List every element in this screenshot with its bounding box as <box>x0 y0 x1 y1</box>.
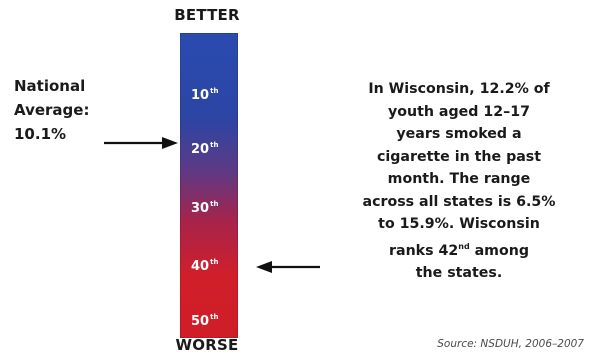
ranking-scale-bar <box>180 33 238 338</box>
description-line: youth aged 12–17 <box>388 103 530 120</box>
rank-40-label: 40th <box>191 258 218 274</box>
rank-50-number: 50 <box>191 314 210 329</box>
description-line: years smoked a <box>396 126 522 142</box>
rank-suffix: nd <box>458 241 470 251</box>
arrow-right-icon <box>104 137 178 149</box>
description-line: In Wisconsin, 12.2% of <box>368 81 550 97</box>
description-rank-line: ranks 42nd among <box>336 236 582 263</box>
rank-10-label: 10th <box>191 87 218 103</box>
rank-10-suffix: th <box>210 87 219 95</box>
rank-40-number: 40 <box>191 259 210 274</box>
scale-bottom-label: WORSE <box>175 336 239 354</box>
source-citation: Source: NSDUH, 2006–2007 <box>437 338 584 350</box>
rank-20-number: 20 <box>191 142 210 157</box>
national-average-value: 10.1% <box>14 125 67 143</box>
description-line: to 15.9%. Wisconsin <box>378 216 540 232</box>
rank-40-suffix: th <box>210 258 219 266</box>
description-line: across all states is 6.5% <box>362 193 556 210</box>
national-average-line2: Average: <box>14 101 90 119</box>
arrow-left-icon <box>256 261 320 273</box>
rank-50-label: 50th <box>191 313 218 329</box>
rank-30-label: 30th <box>191 200 218 216</box>
rank-50-suffix: th <box>210 313 219 321</box>
description-line: the states. <box>415 265 503 281</box>
rank-20-suffix: th <box>210 141 219 149</box>
scale-top-label: BETTER <box>174 6 240 24</box>
description-line: month. The range <box>387 171 531 187</box>
rank-30-number: 30 <box>191 201 210 216</box>
rank-text-end: among <box>469 242 529 259</box>
rank-30-suffix: th <box>210 200 219 208</box>
rank-20-label: 20th <box>191 141 218 157</box>
rank-text: ranks 42 <box>389 242 459 259</box>
national-average-label: National Average: 10.1% <box>14 74 89 146</box>
description-line: cigarette in the past <box>376 148 542 165</box>
rank-10-number: 10 <box>191 88 210 103</box>
national-average-line1: National <box>14 77 86 95</box>
wisconsin-description: In Wisconsin, 12.2% of youth aged 12–17 … <box>336 78 582 285</box>
